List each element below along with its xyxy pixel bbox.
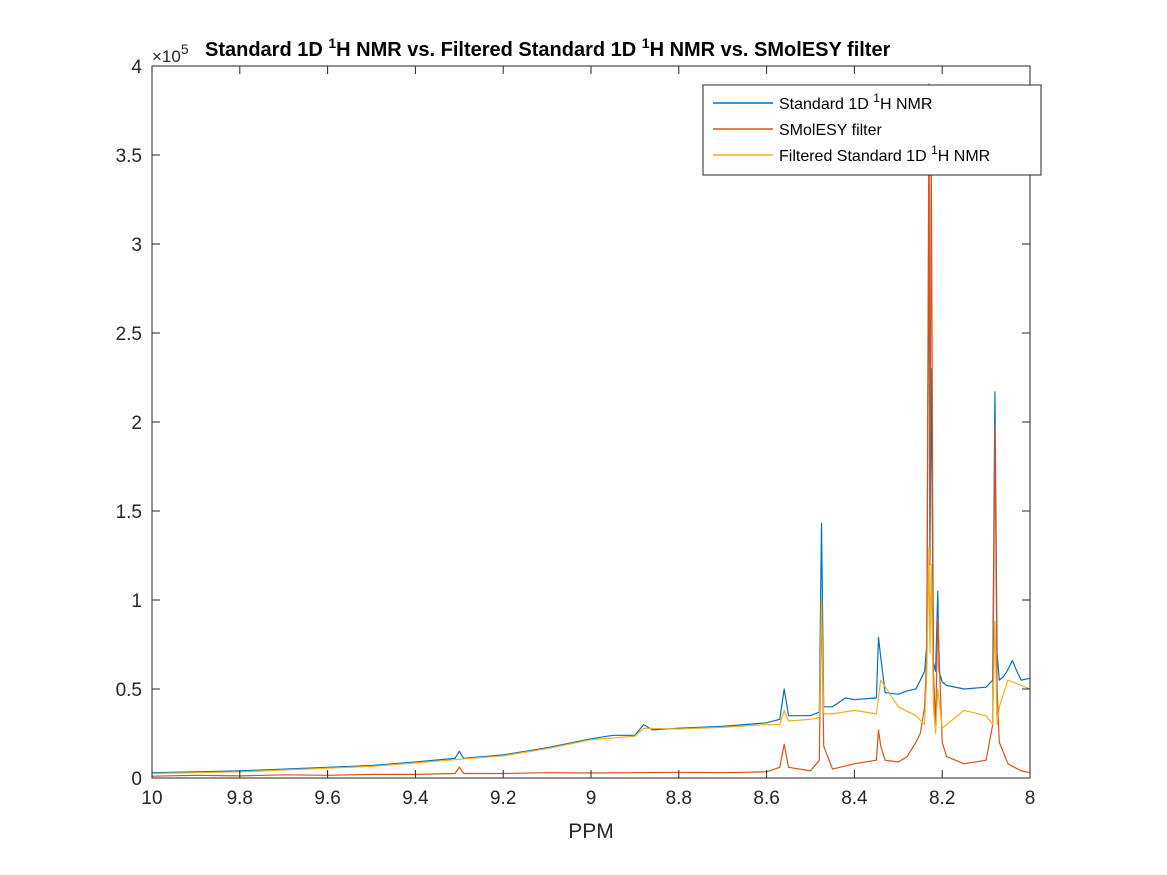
x-tick-label: 8.6 (753, 788, 779, 809)
title-superscript: 1 (328, 35, 336, 51)
title-part: H NMR vs. SMolESY filter (650, 39, 891, 61)
series-line-standard (151, 172, 1031, 774)
y-tick-label: 2 (131, 413, 142, 434)
y-tick-label: 1.5 (116, 502, 142, 523)
plot-area (152, 66, 1030, 778)
x-tick-label: 9.6 (314, 788, 340, 809)
title-part: Standard 1D (205, 39, 328, 61)
series-line-smolesy (151, 83, 1031, 777)
y-tick-label: 3.5 (116, 146, 142, 167)
legend-entry-label: Filtered Standard 1D 1H NMR (779, 143, 990, 165)
y-tick-label: 3 (131, 235, 142, 256)
x-tick-label: 9.8 (227, 788, 253, 809)
x-tick-label: 8.8 (666, 788, 692, 809)
x-tick-label: 10 (141, 788, 162, 809)
y-tick-label: 4 (131, 57, 142, 78)
chart-title: Standard 1D 1H NMR vs. Filtered Standard… (205, 35, 891, 61)
legend-entry-label: Standard 1D 1H NMR (779, 91, 932, 113)
y-tick-label: 2.5 (116, 324, 142, 345)
x-tick-label: 9.4 (402, 788, 429, 809)
x-tick-label: 8.4 (841, 788, 868, 809)
y-exponent-times: ×10 (152, 47, 181, 66)
x-tick-label: 9.2 (490, 788, 516, 809)
y-axis-exponent: ×105 (152, 41, 189, 66)
y-tick-label: 0 (131, 769, 142, 790)
x-axis-ticks: 10 9.8 9.6 9.4 9.2 9 8.8 8.6 8.4 8.2 8 (141, 66, 1035, 809)
y-axis-ticks: 0 0.5 1 1.5 2 2.5 3 3.5 4 (116, 57, 1030, 790)
series-layer (151, 83, 1031, 777)
title-part: H NMR vs. Filtered Standard 1D (336, 39, 642, 61)
y-exponent-power: 5 (181, 41, 189, 57)
series-line-filtered (151, 545, 1031, 775)
y-tick-label: 0.5 (116, 680, 142, 701)
x-tick-label: 8 (1025, 788, 1036, 809)
legend: Standard 1D 1H NMR SMolESY filter Filtered… (702, 84, 1042, 176)
legend-entry-label: SMolESY filter (779, 122, 883, 139)
x-tick-label: 9 (586, 788, 597, 809)
x-tick-label: 8.2 (929, 788, 955, 809)
legend-box (702, 84, 1042, 176)
title-superscript: 1 (642, 35, 650, 51)
y-tick-label: 1 (131, 591, 142, 612)
x-axis-label: PPM (568, 820, 614, 843)
